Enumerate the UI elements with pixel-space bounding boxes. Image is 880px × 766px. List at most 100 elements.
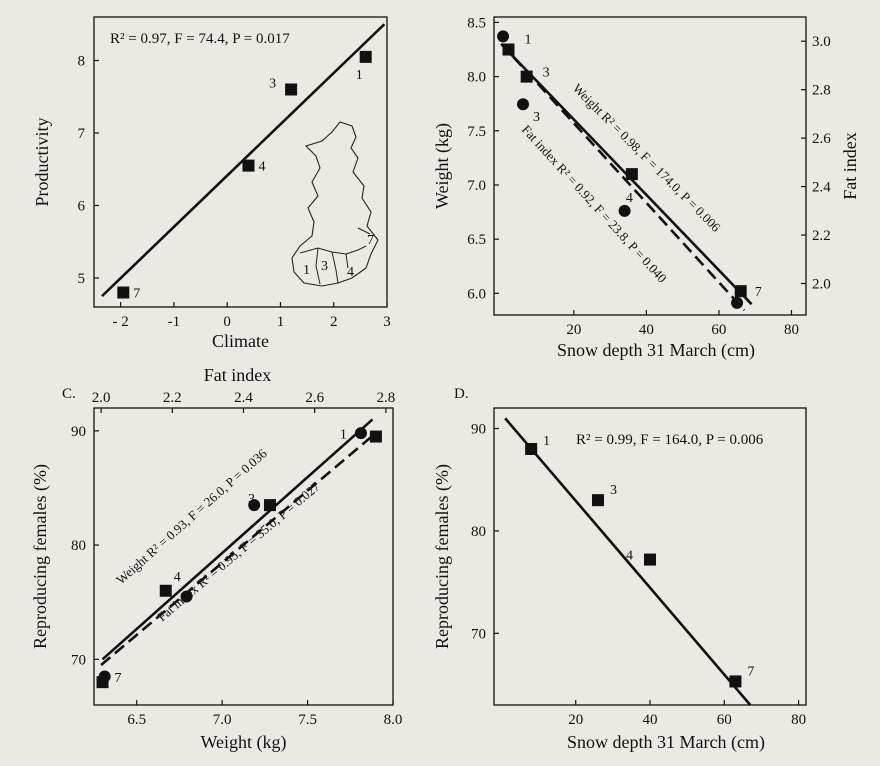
panel-d-point-label: 4: [626, 549, 633, 564]
panel-d-ytick-label: 70: [471, 626, 486, 642]
panel-b-fat-point: [731, 296, 744, 309]
panel-b-xtick-label: 80: [784, 322, 799, 338]
panel-c-weight-point: [369, 430, 382, 443]
panel-c-x2tick-label: 2.6: [305, 390, 324, 406]
panel-a-point: [359, 50, 372, 63]
panel-b-frame: [493, 16, 807, 316]
panel-a-point: [117, 286, 130, 299]
panel-d-ytick-label: 90: [471, 421, 486, 437]
panel-b-fat-point-label: 3: [533, 110, 540, 125]
panel-a-ytick-label: 5: [78, 271, 86, 287]
inset-map-border: [331, 251, 339, 284]
panel-c-x2tick-label: 2.4: [234, 390, 253, 406]
panel-a-xtick-label: 1: [277, 314, 285, 330]
panel-b-fat-fit-line: [500, 42, 746, 312]
inset-map-finland: [291, 121, 379, 287]
panel-a-point: [285, 83, 298, 96]
panel-a-xlabel: Climate: [212, 331, 269, 351]
panel-c-xlabel: Weight (kg): [200, 732, 286, 753]
inset-map-label: 3: [321, 259, 328, 274]
panel-c-ytick-label: 90: [71, 424, 86, 440]
panel-c-fat-point: [98, 670, 111, 683]
panel-b-fat-point: [517, 98, 530, 111]
panel-b-y2tick-label: 3.0: [812, 34, 831, 50]
panel-b-ytick-label: 8.0: [467, 70, 486, 86]
panel-b-y2label: Fat index: [840, 132, 860, 200]
panel-d-point: [729, 675, 742, 688]
panel-c-weight-point-label: 3: [248, 492, 255, 507]
panel-b-weight-point: [520, 70, 533, 83]
panel-c-weight-point: [159, 584, 172, 597]
panel-c-fat-point: [248, 499, 261, 512]
panel-b-weight-point-label: 1: [525, 33, 532, 48]
panel-b-ytick-label: 6.5: [467, 232, 486, 248]
panel-c-ylabel: Reproducing females (%): [30, 464, 51, 649]
panel-d-point: [592, 494, 604, 507]
panel-c-ytick-label: 80: [71, 538, 86, 554]
inset-map-border: [315, 247, 321, 285]
panel-b-ytick-label: 7.5: [467, 124, 486, 140]
panel-c-ytick-label: 70: [71, 652, 86, 668]
panel-d-xtick-label: 60: [717, 712, 732, 728]
panel-b-y2tick-label: 2.0: [812, 277, 831, 293]
panel-d-point: [525, 442, 538, 455]
panel-b-weight-point-label: 3: [543, 66, 550, 81]
panel-c-weight-point-label: 4: [174, 570, 181, 585]
panel-b-xtick-label: 40: [639, 322, 654, 338]
panel-c-fat-fit-line: [100, 435, 373, 667]
panel-b-weight-point: [734, 285, 747, 298]
panel-a-point: [242, 159, 255, 172]
panel-a-ytick-label: 6: [78, 199, 86, 215]
panel-c-weight-stat: Weight R² = 0.93, F = 26.0, P = 0.036: [113, 445, 270, 587]
panel-d-xtick-label: 40: [643, 712, 658, 728]
panel-d-letter: D.: [454, 386, 469, 402]
panel-b-xtick-label: 60: [711, 322, 726, 338]
panel-c-fat-point: [354, 427, 367, 440]
panel-a-ylabel: Productivity: [32, 118, 52, 207]
inset-map-border: [299, 245, 367, 255]
panel-b-ylabel: Weight (kg): [432, 123, 453, 209]
panel-a-point-label: 7: [133, 287, 140, 302]
panel-c-x2tick-label: 2.2: [163, 390, 182, 406]
panel-b-weight-point: [625, 168, 638, 181]
panel-d-ylabel: Reproducing females (%): [432, 464, 453, 649]
panel-d-xtick-label: 20: [568, 712, 583, 728]
panel-a-xtick-label: 0: [223, 314, 231, 330]
panel-a-point-label: 4: [258, 160, 265, 175]
panel-d-point-label: 7: [747, 664, 754, 679]
panel-c-xtick-label: 7.5: [298, 712, 317, 728]
panel-c-xtick-label: 7.0: [213, 712, 232, 728]
panel-c-weight-fit-line: [101, 418, 374, 661]
panel-c-x2tick-label: 2.0: [92, 390, 111, 406]
panel-b-y2tick-label: 2.2: [812, 228, 831, 244]
panel-c-fat-point: [180, 590, 193, 603]
panel-c-weight-point: [263, 499, 276, 512]
panel-d-point: [644, 553, 656, 566]
inset-map-label: 1: [303, 263, 310, 278]
panel-d-xtick-label: 80: [791, 712, 806, 728]
panel-a-ytick-label: 8: [78, 54, 86, 70]
panel-b-xtick-label: 20: [566, 322, 581, 338]
panel-b-y2tick-label: 2.6: [812, 131, 831, 147]
panel-b-weight-point: [502, 43, 515, 56]
panel-a-ytick-label: 7: [78, 126, 86, 142]
inset-map-border: [357, 227, 371, 235]
panel-a-frame: [93, 16, 388, 308]
panel-d-stat: R² = 0.99, F = 164.0, P = 0.006: [576, 432, 764, 448]
panel-a-xtick-label: - 2: [113, 314, 129, 330]
panel-c-letter: C.: [62, 386, 76, 402]
inset-map-label: 7: [367, 233, 374, 248]
panel-b-xlabel: Snow depth 31 March (cm): [557, 340, 755, 361]
panel-d-point-label: 3: [610, 483, 617, 498]
panel-a-xtick-label: 3: [383, 314, 391, 330]
panel-c-x2tick-label: 2.8: [377, 390, 396, 406]
panel-b-weight-point-label: 7: [755, 285, 762, 300]
panel-c-fat-stat: Fat index R² = 0.95, F = 35.0, P = 0.027: [154, 478, 323, 624]
panel-a-xtick-label: 2: [330, 314, 338, 330]
panel-a-point-label: 1: [356, 68, 363, 83]
panel-b-weight-point-label: 4: [626, 191, 633, 206]
inset-map-label: 4: [347, 265, 354, 280]
panel-b-ytick-label: 8.5: [467, 15, 486, 31]
panel-c-xtick-label: 6.5: [127, 712, 146, 728]
